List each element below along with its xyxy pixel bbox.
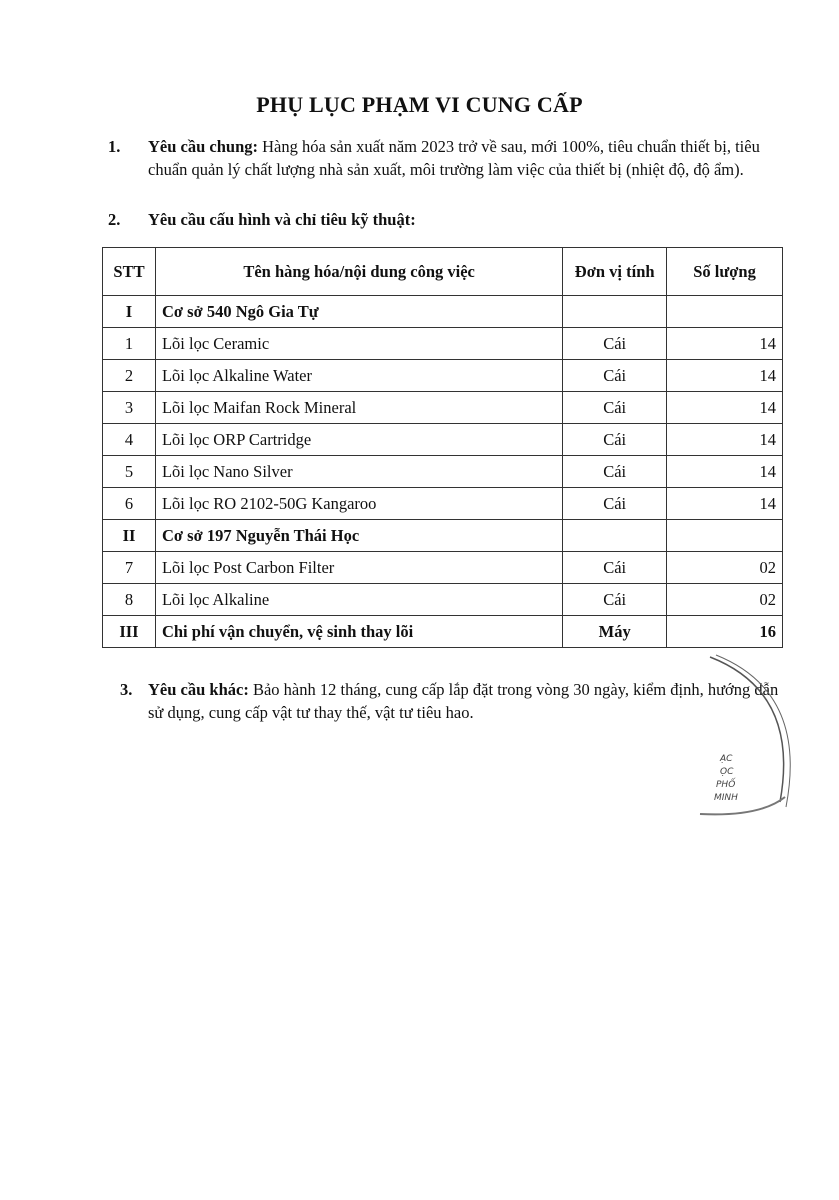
cell-name: Lõi lọc RO 2102-50G Kangaroo (154, 487, 564, 520)
cell-unit: Máy (562, 615, 668, 648)
section-heading: Yêu cầu chung: (148, 137, 259, 156)
section-number: 1. (108, 137, 121, 156)
cell-qty: 14 (666, 487, 783, 520)
stamp-line: MINH (714, 793, 738, 803)
stamp-line: ỌC (720, 767, 734, 777)
header-qty: Số lượng (666, 247, 783, 296)
cell-unit (562, 519, 668, 552)
cell-name: Cơ sở 197 Nguyễn Thái Học (154, 519, 564, 552)
cell-unit (562, 295, 668, 328)
cell-qty: 02 (666, 583, 783, 616)
cell-stt: 8 (102, 583, 156, 616)
cell-stt: 4 (102, 423, 156, 456)
section-technical-requirements: 2. Yêu cầu cấu hình và chỉ tiêu kỹ thuật… (108, 208, 778, 231)
table-row: 4 Lõi lọc ORP Cartridge Cái 14 (102, 423, 783, 456)
cell-qty: 14 (666, 359, 783, 392)
cell-unit: Cái (562, 391, 668, 424)
section-text: Bảo hành 12 tháng, cung cấp lắp đặt tron… (148, 680, 779, 722)
cell-qty (666, 519, 783, 552)
cell-name: Lõi lọc Ceramic (154, 327, 564, 360)
cell-stt: 7 (102, 551, 156, 584)
cell-qty: 14 (666, 327, 783, 360)
cell-stt: I (102, 295, 156, 328)
cell-unit: Cái (562, 583, 668, 616)
stamp-line: ẠC (720, 754, 733, 764)
cell-qty: 02 (666, 551, 783, 584)
section-number: 2. (108, 210, 121, 229)
section-number: 3. (120, 680, 133, 699)
cell-qty: 14 (666, 455, 783, 488)
cell-stt: III (102, 615, 156, 648)
header-stt: STT (102, 247, 156, 296)
page-title: PHỤ LỤC PHẠM VI CUNG CẤP (256, 92, 583, 117)
stamp-line: PHỐ (716, 780, 736, 790)
table-row: 2 Lõi lọc Alkaline Water Cái 14 (102, 359, 783, 392)
cell-stt: 6 (102, 487, 156, 520)
section-other-requirements: 3. Yêu cầu khác: Bảo hành 12 tháng, cung… (120, 678, 780, 724)
section-heading: Yêu cầu cấu hình và chỉ tiêu kỹ thuật: (148, 210, 416, 229)
table-row: 8 Lõi lọc Alkaline Cái 02 (102, 583, 783, 616)
stamp-arc-icon (699, 654, 791, 816)
cell-unit: Cái (562, 487, 668, 520)
cell-qty (666, 295, 783, 328)
cell-unit: Cái (562, 423, 668, 456)
section-heading: Yêu cầu khác: (148, 680, 249, 699)
cell-stt: 2 (102, 359, 156, 392)
cell-stt: II (102, 519, 156, 552)
section-general-requirements: 1. Yêu cầu chung: Hàng hóa sản xuất năm … (108, 135, 778, 181)
table-row: 1 Lõi lọc Ceramic Cái 14 (102, 327, 783, 360)
header-unit: Đơn vị tính (562, 247, 668, 296)
cell-unit: Cái (562, 455, 668, 488)
table-group-row: III Chi phí vận chuyển, vệ sinh thay lõi M… (102, 615, 783, 648)
section-text: Hàng hóa sản xuất năm 2023 trở về sau, m… (148, 137, 760, 179)
table-group-row: I Cơ sở 540 Ngô Gia Tự (102, 295, 783, 328)
table-header-row: STT Tên hàng hóa/nội dung công việc Đơn … (102, 247, 783, 296)
cell-stt: 1 (102, 327, 156, 360)
company-stamp: ẠC ỌC PHỐ MINH (690, 652, 830, 822)
cell-unit: Cái (562, 327, 668, 360)
cell-name: Lõi lọc Nano Silver (154, 455, 564, 488)
table-row: 3 Lõi lọc Maifan Rock Mineral Cái 14 (102, 391, 783, 424)
table-row: 7 Lõi lọc Post Carbon Filter Cái 02 (102, 551, 783, 584)
cell-name: Chi phí vận chuyển, vệ sinh thay lõi (154, 615, 564, 648)
header-name: Tên hàng hóa/nội dung công việc (154, 247, 564, 296)
cell-name: Lõi lọc ORP Cartridge (154, 423, 564, 456)
cell-unit: Cái (562, 551, 668, 584)
cell-name: Lõi lọc Alkaline (154, 583, 564, 616)
cell-qty: 14 (666, 391, 783, 424)
cell-qty: 14 (666, 423, 783, 456)
table-group-row: II Cơ sở 197 Nguyễn Thái Học (102, 519, 783, 552)
cell-name: Lõi lọc Post Carbon Filter (154, 551, 564, 584)
cell-unit: Cái (562, 359, 668, 392)
cell-stt: 5 (102, 455, 156, 488)
cell-name: Lõi lọc Alkaline Water (154, 359, 564, 392)
table-row: 5 Lõi lọc Nano Silver Cái 14 (102, 455, 783, 488)
table-row: 6 Lõi lọc RO 2102-50G Kangaroo Cái 14 (102, 487, 783, 520)
cell-stt: 3 (102, 391, 156, 424)
cell-name: Lõi lọc Maifan Rock Mineral (154, 391, 564, 424)
cell-qty: 16 (666, 615, 783, 648)
scope-table: STT Tên hàng hóa/nội dung công việc Đơn … (102, 247, 783, 648)
cell-name: Cơ sở 540 Ngô Gia Tự (154, 295, 564, 328)
